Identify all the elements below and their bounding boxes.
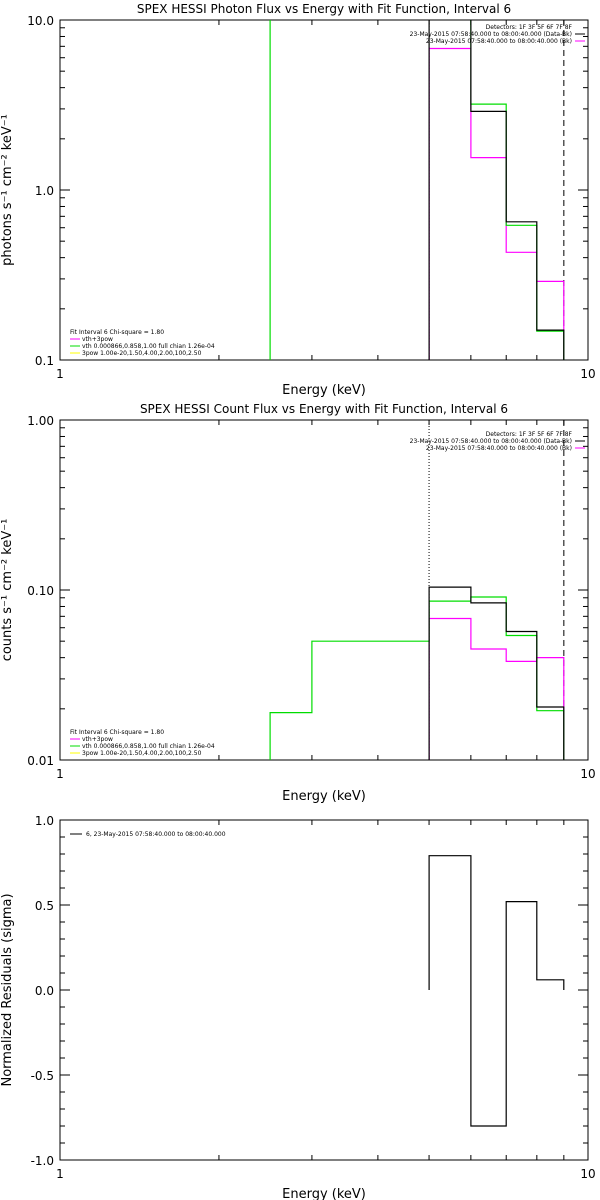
chart-panel-3: 1 10 -1.0 -0.5 0.0 0.5 1.0 Energy (keV) Normaliz…: [0, 814, 596, 1200]
legend-bottom-entry: 3pow 1.00e-20,1.50,4.00,2.00,100,2.50: [82, 350, 202, 357]
series-step-line-total: [428, 855, 565, 1127]
plot-frame: [59, 419, 589, 761]
legend-top-entry: 23-May-2015 07:58:40.000 to 08:00:40.000…: [410, 438, 572, 445]
legend-top-entry: Detectors: 1F 3F 5F 6F 7F 8F: [486, 24, 573, 31]
chart-panel-1: SPEX HESSI Photon Flux vs Energy with Fi…: [0, 2, 596, 398]
legend-top-entry: Detectors: 1F 3F 5F 6F 7F 8F: [486, 431, 573, 438]
series-step-line-total: [428, 586, 565, 760]
plot-frame: [59, 819, 589, 1161]
chart-title: SPEX HESSI Photon Flux vs Energy with Fi…: [137, 2, 511, 16]
y-tick-label: 1.00: [27, 414, 54, 428]
x-tick-label: 1: [56, 767, 64, 781]
chart-title: SPEX HESSI Count Flux vs Energy with Fit…: [140, 402, 508, 416]
x-tick-label: 10: [580, 367, 595, 381]
legend-top-entry: 23-May-2015 07:58:40.000 to 08:00:40.000…: [426, 38, 572, 45]
legend-bottom-entry: vth 0.000866,0.858,1.00 full chian 1.26e…: [82, 743, 215, 750]
y-tick-label: 1.0: [35, 814, 54, 828]
y-axis-label: counts s⁻¹ cm⁻² keV⁻¹: [0, 519, 15, 662]
series-step-line-vth_spow: [428, 617, 565, 760]
x-tick-label: 10: [580, 767, 595, 781]
plot-frame: [59, 19, 589, 361]
series-step-line-vth: [269, 20, 565, 360]
legend-bottom-entry: Fit Interval 6 Chi-square = 1.80: [70, 329, 164, 336]
legend-top-entry: 23-May-2015 07:58:40.000 to 08:00:40.000…: [426, 445, 572, 452]
y-tick-label: -0.5: [31, 1069, 54, 1083]
series-step-line-total: [428, 20, 565, 360]
series-step-line-vth_spow: [428, 47, 565, 360]
y-tick-label: -1.0: [31, 1154, 54, 1168]
legend-bottom-entry: vth 0.000866,0.858,1.00 full chian 1.26e…: [82, 343, 215, 350]
legend-bottom-entry: vth+3pow: [82, 336, 113, 343]
y-tick-label: 1.0: [35, 184, 54, 198]
legend-entry: 6, 23-May-2015 07:58:40.000 to 08:00:40.…: [86, 831, 226, 838]
y-tick-label: 0.10: [27, 584, 54, 598]
y-tick-label: 0.01: [27, 754, 54, 768]
x-axis-label: Energy (keV): [282, 383, 366, 398]
x-tick-label: 10: [580, 1167, 595, 1181]
y-tick-label: 0.0: [35, 984, 54, 998]
y-axis-label: Normalized Residuals (sigma): [0, 893, 15, 1086]
x-axis-label: Energy (keV): [282, 789, 366, 804]
y-tick-label: 0.5: [35, 899, 54, 913]
legend-bottom-entry: vth+3pow: [82, 736, 113, 743]
chart-panel-2: SPEX HESSI Count Flux vs Energy with Fit…: [0, 402, 596, 804]
legend-bottom-entry: 3pow 1.00e-20,1.50,4.00,2.00,100,2.50: [82, 750, 202, 757]
x-tick-label: 1: [56, 1167, 64, 1181]
series-step-line-vth: [269, 596, 565, 760]
legend-top-entry: 23-May-2015 07:58:40.000 to 08:00:40.000…: [410, 31, 572, 38]
legend-bottom-entry: Fit Interval 6 Chi-square = 1.80: [70, 729, 164, 736]
y-tick-label: 10.0: [27, 14, 54, 28]
y-axis-label: photons s⁻¹ cm⁻² keV⁻¹: [0, 114, 15, 266]
y-tick-label: 0.1: [35, 354, 54, 368]
x-tick-label: 1: [56, 367, 64, 381]
x-axis-label: Energy (keV): [282, 1187, 366, 1200]
